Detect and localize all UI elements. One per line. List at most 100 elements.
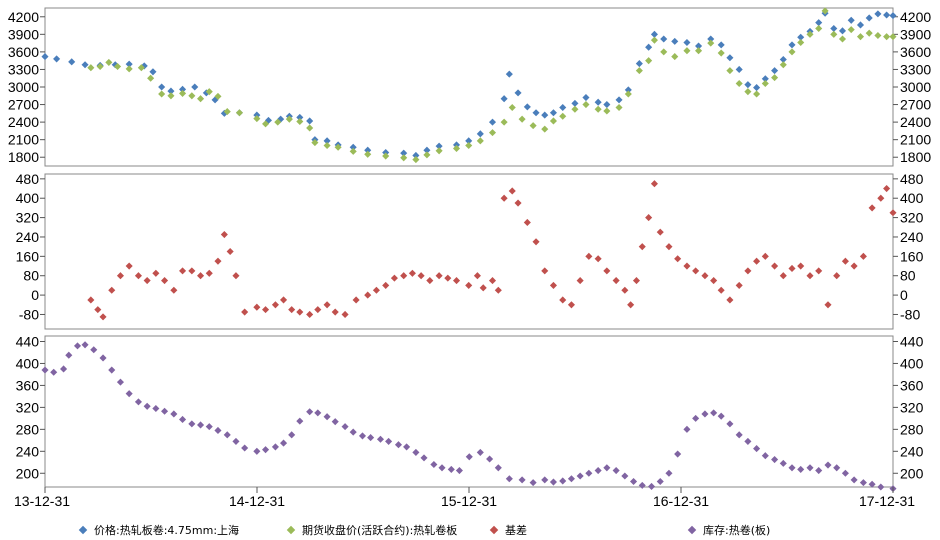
data-point bbox=[223, 431, 231, 439]
data-point bbox=[874, 31, 882, 40]
data-point bbox=[779, 459, 787, 467]
data-point bbox=[638, 243, 646, 251]
data-point bbox=[821, 7, 829, 15]
data-point bbox=[710, 277, 718, 285]
data-point bbox=[476, 130, 484, 138]
data-point bbox=[105, 58, 113, 66]
data-point bbox=[612, 466, 620, 475]
data-point bbox=[262, 120, 270, 128]
data-point bbox=[603, 267, 611, 275]
data-point bbox=[41, 366, 49, 374]
data-point bbox=[788, 48, 796, 56]
data-point bbox=[630, 477, 638, 486]
data-point bbox=[253, 115, 261, 123]
legend-label: 价格:热轧板卷:4.75mm:上海 bbox=[94, 524, 240, 537]
data-point bbox=[744, 437, 752, 445]
y-tick-label-left: 200 bbox=[16, 465, 40, 481]
data-point bbox=[288, 306, 296, 314]
data-point bbox=[241, 444, 249, 452]
data-point bbox=[615, 103, 623, 112]
legend-marker-icon bbox=[78, 525, 88, 535]
data-point bbox=[116, 272, 124, 280]
panel-frame bbox=[44, 173, 894, 330]
y-tick-label-right: 3000 bbox=[900, 79, 931, 95]
data-point bbox=[280, 296, 288, 304]
data-point bbox=[683, 425, 691, 433]
data-point bbox=[824, 301, 832, 309]
data-point bbox=[841, 469, 849, 477]
data-point bbox=[744, 88, 752, 96]
legend-marker-icon bbox=[286, 525, 296, 535]
series-3-1 bbox=[41, 341, 897, 493]
data-point bbox=[735, 79, 743, 88]
data-point bbox=[205, 269, 213, 277]
data-point bbox=[41, 53, 49, 61]
data-point bbox=[334, 143, 342, 151]
data-point bbox=[125, 65, 133, 73]
data-point bbox=[883, 11, 891, 19]
data-point bbox=[889, 12, 897, 20]
y-tick-label-left: 3600 bbox=[8, 44, 39, 60]
data-point bbox=[108, 366, 116, 374]
data-point bbox=[311, 139, 319, 147]
data-point bbox=[444, 274, 452, 282]
data-point bbox=[296, 308, 304, 316]
legend-item: 价格:热轧板卷:4.75mm:上海 bbox=[78, 522, 240, 538]
y-tick-label-left: 80 bbox=[23, 268, 39, 284]
data-point bbox=[735, 431, 743, 439]
data-point bbox=[889, 209, 897, 217]
data-point bbox=[824, 461, 832, 469]
data-point bbox=[656, 477, 664, 486]
data-point bbox=[717, 41, 725, 49]
y-tick-label-right: 240 bbox=[900, 443, 924, 459]
data-point bbox=[426, 277, 434, 285]
data-point bbox=[726, 296, 734, 304]
data-point bbox=[582, 101, 590, 109]
data-point bbox=[559, 477, 567, 485]
data-point bbox=[473, 272, 481, 280]
series-1-1 bbox=[41, 9, 897, 160]
data-point bbox=[838, 35, 847, 43]
data-point bbox=[81, 61, 89, 69]
data-point bbox=[323, 301, 331, 309]
data-point bbox=[179, 85, 187, 93]
data-point bbox=[717, 286, 725, 294]
data-point bbox=[149, 68, 157, 76]
x-tick-label: 15-12-31 bbox=[441, 493, 497, 509]
data-point bbox=[147, 74, 155, 82]
data-point bbox=[877, 194, 885, 202]
data-point bbox=[806, 30, 814, 38]
data-point bbox=[479, 284, 487, 292]
data-point bbox=[179, 415, 187, 423]
data-point bbox=[191, 83, 199, 91]
y-tick-label-left: 400 bbox=[16, 355, 40, 371]
data-point bbox=[838, 27, 847, 35]
data-point bbox=[134, 272, 142, 280]
x-axis: 13-12-31 14-12-31 15-12-31 16-12-31 17-12-31 bbox=[14, 487, 915, 509]
data-point bbox=[90, 346, 98, 354]
data-point bbox=[797, 262, 805, 270]
data-point bbox=[594, 255, 602, 263]
data-point bbox=[726, 54, 734, 62]
y-tick-label-left: 3900 bbox=[8, 26, 39, 42]
data-point bbox=[226, 247, 234, 256]
data-point bbox=[143, 402, 151, 410]
data-point bbox=[447, 465, 455, 473]
y-tick-label-right: 1800 bbox=[900, 149, 931, 165]
y-tick-label-right: -80 bbox=[900, 306, 920, 322]
data-point bbox=[594, 466, 602, 475]
data-point bbox=[161, 407, 169, 415]
data-point bbox=[296, 117, 304, 126]
data-point bbox=[214, 92, 222, 100]
data-point bbox=[390, 274, 398, 282]
data-point bbox=[306, 124, 314, 132]
y-tick-label-left: 4200 bbox=[8, 9, 39, 25]
data-point bbox=[707, 39, 715, 47]
data-point bbox=[476, 137, 484, 145]
data-point bbox=[683, 262, 691, 270]
data-point bbox=[638, 481, 646, 489]
data-point bbox=[707, 35, 715, 43]
data-point bbox=[465, 453, 473, 461]
data-point bbox=[349, 428, 357, 436]
legend-label: 库存:热卷(板) bbox=[703, 524, 771, 537]
